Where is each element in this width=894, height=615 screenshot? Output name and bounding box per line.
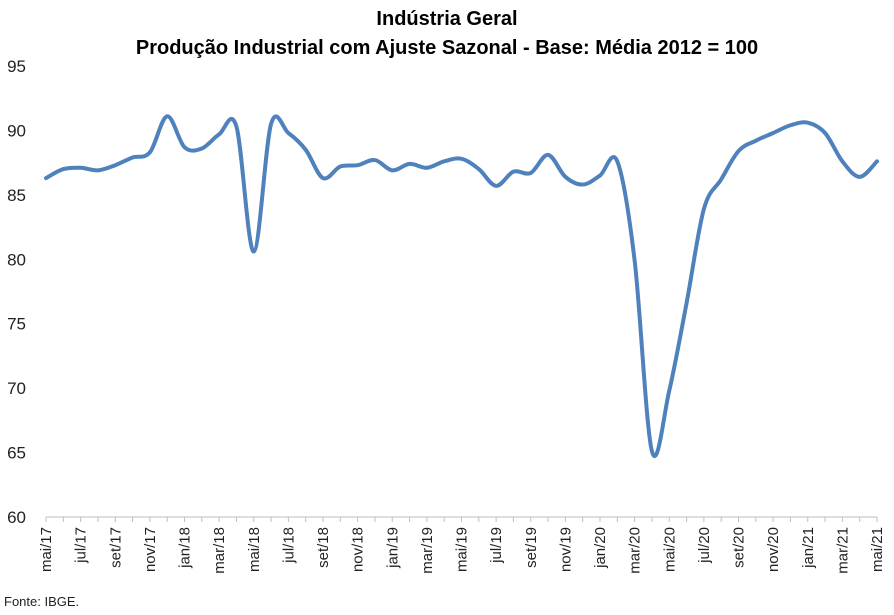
data-point xyxy=(460,157,464,161)
data-point xyxy=(286,131,290,135)
data-point xyxy=(788,123,792,127)
x-tick-label: mar/20 xyxy=(627,527,644,574)
y-axis: 60 65 70 75 80 85 90 95 xyxy=(7,57,26,527)
chart-subtitle: Produção Industrial com Ajuste Sazonal -… xyxy=(135,37,759,59)
x-tick-label: jan/20 xyxy=(592,527,609,569)
data-point xyxy=(875,159,879,163)
x-tick-label: jan/18 xyxy=(177,527,194,569)
data-point xyxy=(252,250,256,254)
data-point xyxy=(217,132,221,136)
data-point xyxy=(425,166,429,170)
data-point xyxy=(858,175,862,179)
data-point xyxy=(269,122,273,126)
x-tick-label: mar/21 xyxy=(834,527,851,574)
data-point xyxy=(477,167,481,171)
y-tick-label: 95 xyxy=(7,57,26,76)
data-point xyxy=(633,259,637,263)
data-point xyxy=(113,163,117,167)
series-group xyxy=(44,114,879,458)
data-point xyxy=(806,121,810,125)
x-tick-label: jul/20 xyxy=(696,527,713,564)
data-point xyxy=(598,174,602,178)
x-tick-label: mai/21 xyxy=(869,527,886,572)
data-point xyxy=(234,125,238,129)
data-point xyxy=(148,150,152,154)
data-point xyxy=(131,155,135,159)
x-tick-label: nov/18 xyxy=(350,527,367,572)
x-tick-label: jul/17 xyxy=(73,527,90,564)
x-tick-label: mai/19 xyxy=(454,527,471,572)
data-point xyxy=(44,176,48,180)
data-point xyxy=(373,158,377,162)
data-point xyxy=(546,153,550,157)
x-tick-label: jul/19 xyxy=(488,527,505,564)
data-point xyxy=(442,159,446,163)
y-tick-label: 60 xyxy=(7,508,26,527)
x-tick-label: set/19 xyxy=(523,527,540,568)
data-point xyxy=(511,170,515,174)
data-point xyxy=(650,449,654,453)
data-point xyxy=(667,389,671,393)
data-point xyxy=(702,207,706,211)
source-note: Fonte: IBGE. xyxy=(4,594,80,609)
data-point xyxy=(823,131,827,135)
data-point xyxy=(719,177,723,181)
data-point xyxy=(96,168,100,172)
data-point xyxy=(390,168,394,172)
data-point xyxy=(183,145,187,149)
x-tick-label: nov/20 xyxy=(765,527,782,572)
data-point xyxy=(685,301,689,305)
x-tick-label: nov/19 xyxy=(557,527,574,572)
y-tick-label: 80 xyxy=(7,250,26,269)
data-point xyxy=(581,183,585,187)
data-point xyxy=(737,149,741,153)
data-point xyxy=(61,167,65,171)
data-point xyxy=(200,146,204,150)
data-point xyxy=(771,131,775,135)
x-tick-label: mar/19 xyxy=(419,527,436,574)
x-tick-label: mai/20 xyxy=(661,527,678,572)
y-tick-label: 90 xyxy=(7,121,26,140)
x-tick-label: set/18 xyxy=(315,527,332,568)
x-tick-label: mar/18 xyxy=(211,527,228,574)
y-tick-label: 70 xyxy=(7,379,26,398)
data-point xyxy=(79,166,83,170)
data-point xyxy=(321,176,325,180)
data-point xyxy=(408,162,412,166)
data-point xyxy=(563,175,567,179)
data-point xyxy=(615,159,619,163)
y-tick-label: 65 xyxy=(7,444,26,463)
series-line xyxy=(44,114,879,458)
x-tick-label: set/17 xyxy=(107,527,124,568)
y-tick-label: 85 xyxy=(7,186,26,205)
data-point xyxy=(840,159,844,163)
x-tick-label: jan/19 xyxy=(384,527,401,569)
x-tick-label: nov/17 xyxy=(142,527,159,572)
x-axis: mai/17 jul/17 set/17 nov/17 jan/18 mar/18 mai/… xyxy=(38,516,886,574)
data-point xyxy=(494,184,498,188)
x-tick-label: mai/18 xyxy=(246,527,263,572)
data-point xyxy=(356,163,360,167)
data-point xyxy=(754,139,758,143)
data-point xyxy=(338,165,342,169)
x-tick-label: set/20 xyxy=(731,527,748,568)
x-tick-label: jul/18 xyxy=(280,527,297,564)
y-tick-label: 75 xyxy=(7,315,26,334)
chart-title: Indústria Geral xyxy=(376,8,518,30)
x-tick-label: mai/17 xyxy=(38,527,55,572)
data-point xyxy=(165,114,169,118)
x-tick-label: jan/21 xyxy=(800,527,817,569)
data-point xyxy=(529,171,533,175)
data-point xyxy=(304,148,308,152)
